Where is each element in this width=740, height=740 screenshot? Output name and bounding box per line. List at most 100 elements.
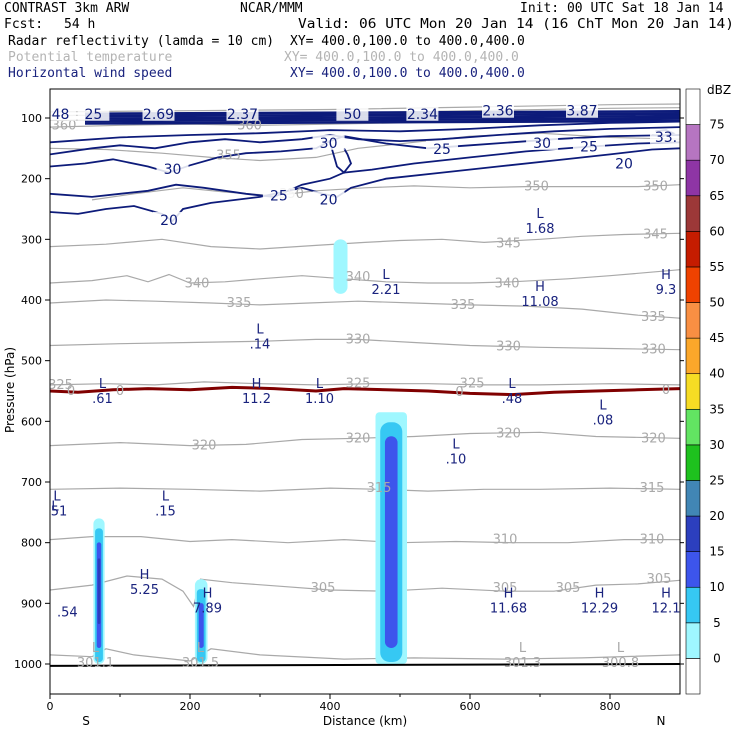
- theta-label: 360: [237, 118, 262, 133]
- colorbar-level-label: 55: [709, 260, 724, 274]
- colorbar-level-label: 10: [709, 580, 724, 594]
- theta-contour-line: [50, 232, 680, 250]
- reflectivity-cell-20dbz: [97, 558, 101, 624]
- wind-contour-line: [329, 142, 353, 174]
- x-tick-label: 200: [180, 700, 201, 713]
- extremum-value: 11.2: [242, 392, 271, 407]
- colorbar-level-label: 45: [709, 331, 724, 345]
- theta-contour-line: [50, 132, 680, 162]
- colorbar-swatch: [685, 337, 701, 375]
- y-tick-label: 300: [21, 233, 42, 246]
- theta-label: 325: [460, 377, 485, 392]
- wind-label: 20: [160, 213, 178, 229]
- extremum-kind: H: [252, 377, 262, 392]
- extremum-value: 300.8: [602, 656, 639, 671]
- extremum-value: 1.10: [305, 392, 334, 407]
- y-tick-label: 400: [21, 294, 42, 307]
- extremum-value: 2.21: [372, 283, 401, 298]
- wind-label-bg: [426, 140, 458, 156]
- colorbar-level-label: 35: [709, 402, 724, 416]
- wind-contour-line: [50, 141, 680, 198]
- theta-label: 350: [643, 180, 668, 195]
- header-valid: Valid: 06 UTC Mon 20 Jan 14 (16 ChT Mon …: [298, 17, 734, 32]
- theta-label: 340: [495, 277, 520, 292]
- theta-label: 320: [192, 439, 217, 454]
- colorbar-level-label: 50: [709, 296, 724, 310]
- theta-contour-line: [91, 184, 680, 201]
- extremum-value: 11.08: [521, 295, 558, 310]
- extremum-kind: L: [519, 641, 527, 656]
- wind-label: 20: [615, 157, 633, 173]
- extremum-kind: H: [203, 586, 213, 601]
- colorbar-swatch: [685, 302, 701, 339]
- wind-label: 25: [580, 140, 598, 156]
- header-field3: Horizontal wind speed: [8, 66, 172, 81]
- wind-label: 25: [84, 107, 102, 123]
- wind-label-bg: [262, 187, 295, 203]
- wind-label-bg: [573, 138, 605, 154]
- header-model: CONTRAST 3km ARW: [4, 1, 129, 16]
- wind-label: 30: [320, 136, 338, 152]
- theta-label: 345: [496, 237, 521, 252]
- header: CONTRAST 3km ARW NCAR/MMM Init: 00 UTC S…: [4, 1, 734, 81]
- freezing-level-label: 0: [662, 383, 670, 398]
- wind-label: 30: [164, 162, 182, 178]
- wind-label: 25: [270, 189, 288, 205]
- extremum-kind: L: [508, 377, 516, 392]
- theta-label: 360: [52, 118, 77, 133]
- wind-label: 2.34: [407, 107, 438, 123]
- theta-label: 325: [346, 377, 371, 392]
- theta-label: 335: [451, 298, 476, 313]
- theta-label: 320: [496, 426, 521, 441]
- theta-labels: 305 305 305 305 310 310 315 315 320 320 320 320 325 3…: [50, 118, 671, 596]
- header-field1: Radar reflectivity (lamda = 10 cm): [8, 34, 274, 49]
- y-tick-label: 500: [21, 355, 42, 368]
- freezing-level-label: 0: [116, 384, 124, 399]
- header-field3-xy: XY= 400.0,100.0 to 400.0,400.0: [290, 66, 525, 81]
- freezing-level: 0 0 0 0: [50, 383, 680, 400]
- colorbar-level-label: 75: [709, 118, 724, 132]
- y-tick-label: 900: [21, 597, 42, 610]
- extremum-value: 1.68: [526, 222, 555, 237]
- wind-label-bg: [226, 105, 259, 121]
- colorbar-level-label: 40: [709, 367, 724, 381]
- theta-label: 315: [367, 481, 392, 496]
- extremum-kind: L: [599, 398, 607, 413]
- extremum-kind: H: [661, 268, 671, 283]
- wind-label: 2.69: [143, 107, 174, 123]
- extremum-value: 11.68: [490, 601, 527, 616]
- y-tick-label: 600: [21, 415, 42, 428]
- colorbar-swatch: [685, 444, 701, 481]
- theta-contour-line: [50, 381, 680, 386]
- theta-contour-line: [50, 431, 680, 447]
- theta-label: 335: [227, 296, 252, 311]
- extremum-kind: L: [452, 438, 460, 453]
- extremum-value: 301.5: [182, 656, 219, 671]
- wind-label: 2.36: [482, 104, 513, 120]
- x-tick-label: 400: [320, 700, 341, 713]
- extremum-kind: H: [661, 586, 671, 601]
- header-fcst-label: Fcst:: [4, 17, 43, 32]
- extremum-value: 7.89: [193, 601, 222, 616]
- extremum-value: 12.29: [581, 601, 618, 616]
- plot-frame: [49, 88, 681, 695]
- theta-contour-line: [50, 575, 680, 608]
- colorbar-level-label: 0: [713, 651, 721, 665]
- wind-label-bg: [312, 191, 345, 207]
- header-fcst-value: 54 h: [64, 17, 95, 32]
- wind-label-bg: [482, 102, 514, 118]
- extremum-kind: L: [316, 377, 324, 392]
- colorbar-level-label: 65: [709, 189, 724, 203]
- x-tick-label: 800: [600, 700, 621, 713]
- header-init: Init: 00 UTC Sat 18 Jan 14: [520, 1, 724, 16]
- colorbar-swatch: [685, 408, 701, 446]
- wind-label-bg: [153, 211, 185, 227]
- south-label: S: [82, 714, 90, 728]
- extremum-kind: L: [536, 207, 544, 222]
- theta-label: 330: [641, 343, 666, 358]
- wind-label-bg: [608, 155, 640, 171]
- extremum-value: .51: [47, 504, 68, 519]
- extremum-value: .48: [502, 392, 523, 407]
- wind-label-bg: [650, 128, 680, 144]
- colorbar-swatch: [685, 622, 701, 659]
